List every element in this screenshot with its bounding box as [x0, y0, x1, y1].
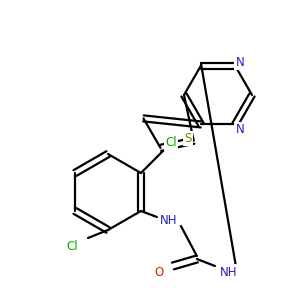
- Text: N: N: [236, 56, 244, 69]
- Text: NH: NH: [220, 266, 238, 278]
- Text: N: N: [236, 123, 244, 136]
- Text: NH: NH: [160, 214, 178, 227]
- Text: S: S: [184, 132, 191, 145]
- Text: Cl: Cl: [165, 136, 177, 149]
- Text: Cl: Cl: [66, 241, 78, 254]
- Text: O: O: [154, 266, 164, 280]
